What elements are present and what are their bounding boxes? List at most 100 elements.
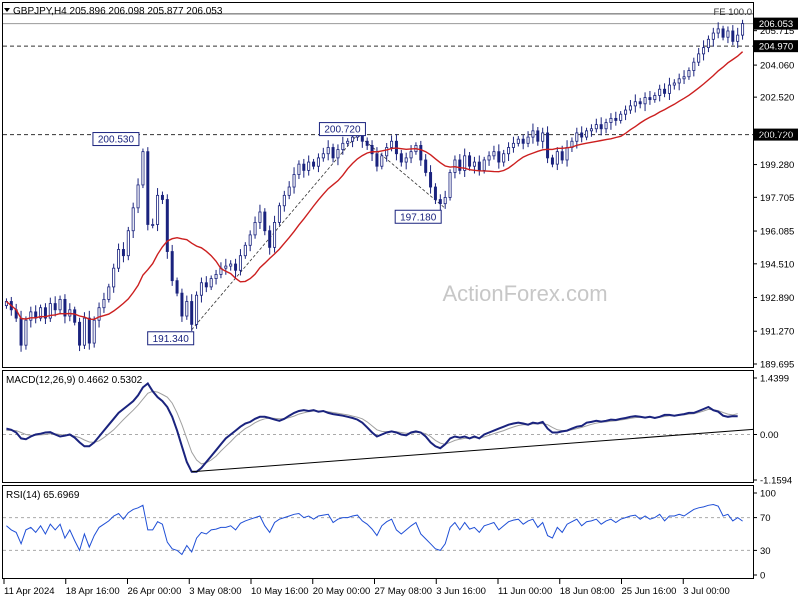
candle-body (443, 197, 447, 205)
price-tick-label: 189.695 (760, 360, 794, 371)
rsi-tick-label: 0 (760, 571, 765, 582)
rsi-indicator: 100 70 30 0 (3, 489, 776, 582)
candle-body (277, 205, 281, 223)
candle-body (199, 282, 203, 296)
annotation-label: 200.530 (98, 135, 135, 146)
symbol-header: GBPJPY,H4 205.896 206.098 205.877 206.05… (13, 6, 223, 17)
macd-tick-label: -1.1594 (760, 476, 792, 487)
candle-body (633, 101, 637, 107)
candle-body (273, 222, 277, 248)
candle-body (604, 122, 608, 130)
candle-body (43, 307, 47, 319)
time-tick-label: 18 Jun 08:00 (560, 586, 615, 597)
candle-body (433, 186, 437, 200)
candle-body (531, 130, 535, 138)
candle-body (346, 140, 350, 144)
candle-body (702, 47, 706, 55)
candle-body (146, 151, 150, 225)
candle-body (209, 278, 213, 288)
candle-body (136, 184, 140, 209)
candle-body (565, 147, 569, 161)
candle-body (511, 142, 515, 148)
rsi-tick-label: 30 (760, 546, 771, 557)
candle-body (78, 321, 82, 346)
candle-body (614, 117, 618, 121)
candle-body (580, 132, 584, 138)
candle-body (555, 151, 559, 165)
moving-average-line (5, 51, 744, 321)
candle-body (419, 145, 423, 161)
annotation-box (147, 331, 195, 346)
candle-body (87, 317, 91, 344)
candle-body (302, 163, 306, 171)
candle-body (331, 147, 335, 159)
candle-body (117, 249, 121, 269)
candle-body (351, 136, 355, 142)
candle-body (19, 317, 23, 346)
candle-body (248, 234, 252, 246)
candles (4, 19, 745, 352)
candle-body (482, 159, 486, 171)
price-tick-label: 199.280 (760, 160, 794, 171)
candle-body (448, 172, 452, 198)
candle-body (175, 280, 179, 294)
horizontal-lines: 204.970 200.720 206.053 (3, 13, 798, 141)
candle-body (516, 138, 520, 144)
candle-body (151, 224, 155, 226)
price-tick-label: 197.705 (760, 193, 794, 204)
rsi-tick-label: 70 (760, 513, 771, 524)
candle-body (263, 211, 267, 232)
annotation-box (394, 209, 442, 224)
candle-body (468, 155, 472, 167)
trend-lines (191, 134, 446, 331)
candle-body (677, 78, 681, 84)
candle-body (224, 265, 228, 269)
price-tick-label: 191.270 (760, 327, 794, 338)
candle-body (521, 138, 525, 144)
collapse-arrow-icon[interactable] (4, 8, 10, 12)
candle-body (170, 251, 174, 282)
candle-body (663, 88, 667, 94)
time-tick-label: 25 Jun 16:00 (622, 586, 677, 597)
time-axis: 11 Apr 2024 18 Apr 16:00 26 Apr 00:00 3 May… (3, 579, 730, 597)
candle-body (585, 130, 589, 138)
candle-body (243, 244, 247, 257)
candle-body (190, 301, 194, 325)
candle-body (185, 301, 189, 317)
candle-body (687, 70, 691, 78)
annotation-box (92, 132, 140, 147)
price-badge (754, 40, 798, 53)
candle-body (141, 151, 145, 186)
price-tick-label: 196.085 (760, 227, 794, 238)
candle-body (253, 222, 257, 236)
candle-body (229, 263, 233, 267)
macd-label: MACD(12,26,9) 0.4662 0.5302 (6, 375, 143, 386)
candle-body (121, 249, 125, 257)
time-tick-label: 10 May 16:00 (251, 586, 309, 597)
rsi-panel[interactable] (2, 485, 754, 579)
price-badge (754, 128, 798, 141)
candle-body (282, 194, 286, 207)
candle-body (619, 113, 623, 121)
candle-body (195, 294, 199, 325)
candle-body (336, 149, 340, 159)
macd-panel[interactable] (2, 370, 754, 483)
time-tick-label: 27 May 08:00 (375, 586, 433, 597)
rsi-tick-label: 100 (760, 489, 776, 500)
candle-body (380, 155, 384, 167)
candle-body (365, 140, 369, 146)
price-panel[interactable] (2, 2, 754, 368)
macd-tick-label: 0.00 (760, 430, 779, 441)
candle-body (638, 101, 642, 105)
candle-body (492, 151, 496, 157)
candle-body (107, 286, 111, 300)
candle-body (312, 161, 316, 167)
candle-body (131, 207, 135, 232)
annotation-box (318, 122, 366, 137)
price-tick-label: 192.890 (760, 293, 794, 304)
macd-trendline (191, 428, 754, 473)
candle-body (268, 230, 272, 248)
time-tick-label: 20 May 00:00 (313, 586, 371, 597)
annotation-label: 200.720 (324, 125, 361, 136)
